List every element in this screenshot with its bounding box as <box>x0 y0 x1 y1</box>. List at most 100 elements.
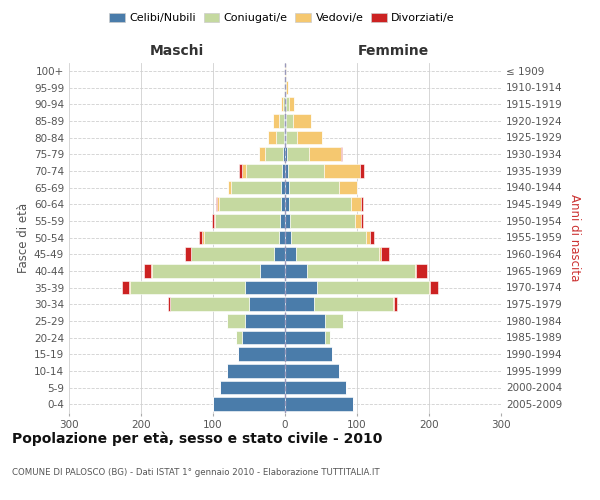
Bar <box>242 164 246 177</box>
Bar <box>286 98 289 111</box>
Bar <box>282 164 285 177</box>
Bar <box>285 198 289 211</box>
Bar <box>285 114 286 128</box>
Bar <box>217 198 220 211</box>
Bar <box>199 230 202 244</box>
Bar <box>286 114 293 128</box>
Bar <box>203 230 279 244</box>
Bar <box>341 148 342 161</box>
Bar <box>317 280 429 294</box>
Bar <box>265 148 283 161</box>
Bar <box>285 298 314 311</box>
Bar <box>314 298 393 311</box>
Bar <box>288 164 324 177</box>
Bar <box>151 264 152 278</box>
Bar <box>429 280 430 294</box>
Bar <box>228 180 231 194</box>
Bar <box>202 230 203 244</box>
Bar <box>284 114 285 128</box>
Y-axis label: Anni di nascita: Anni di nascita <box>568 194 581 281</box>
Bar <box>242 330 285 344</box>
Bar <box>290 214 355 228</box>
Bar <box>393 298 394 311</box>
Bar <box>309 148 341 161</box>
Bar <box>122 280 130 294</box>
Bar <box>283 148 285 161</box>
Bar <box>415 264 416 278</box>
Bar <box>170 298 249 311</box>
Bar <box>213 398 285 411</box>
Bar <box>289 98 295 111</box>
Bar <box>238 348 285 361</box>
Bar <box>285 98 286 111</box>
Bar <box>278 114 284 128</box>
Bar <box>285 330 325 344</box>
Bar <box>285 130 286 144</box>
Bar <box>360 164 364 177</box>
Bar <box>285 380 346 394</box>
Bar <box>220 380 285 394</box>
Bar <box>169 298 170 311</box>
Bar <box>350 198 361 211</box>
Bar <box>152 264 260 278</box>
Bar <box>144 264 151 278</box>
Bar <box>285 230 291 244</box>
Bar <box>281 98 283 111</box>
Bar <box>339 180 357 194</box>
Bar <box>287 148 309 161</box>
Bar <box>430 280 437 294</box>
Bar <box>291 230 367 244</box>
Bar <box>283 98 285 111</box>
Bar <box>379 248 382 261</box>
Bar <box>307 264 415 278</box>
Bar <box>185 248 191 261</box>
Bar <box>285 364 339 378</box>
Text: Popolazione per età, sesso e stato civile - 2010: Popolazione per età, sesso e stato civil… <box>12 431 382 446</box>
Bar <box>249 298 285 311</box>
Bar <box>245 280 285 294</box>
Bar <box>324 164 360 177</box>
Bar <box>215 214 280 228</box>
Bar <box>274 248 285 261</box>
Bar <box>285 280 317 294</box>
Bar <box>325 330 331 344</box>
Bar <box>281 198 285 211</box>
Text: Maschi: Maschi <box>150 44 204 58</box>
Bar <box>227 314 245 328</box>
Bar <box>260 264 285 278</box>
Bar <box>285 148 287 161</box>
Bar <box>216 198 217 211</box>
Bar <box>191 248 274 261</box>
Bar <box>130 280 245 294</box>
Bar <box>239 164 242 177</box>
Bar <box>285 214 290 228</box>
Bar <box>286 80 288 94</box>
Bar <box>245 314 285 328</box>
Bar <box>220 198 281 211</box>
Text: Femmine: Femmine <box>358 44 428 58</box>
Bar <box>355 214 361 228</box>
Bar <box>236 330 242 344</box>
Bar <box>227 364 285 378</box>
Bar <box>394 298 397 311</box>
Bar <box>367 230 370 244</box>
Text: COMUNE DI PALOSCO (BG) - Dati ISTAT 1° gennaio 2010 - Elaborazione TUTTITALIA.IT: COMUNE DI PALOSCO (BG) - Dati ISTAT 1° g… <box>12 468 380 477</box>
Bar <box>268 130 275 144</box>
Y-axis label: Fasce di età: Fasce di età <box>17 202 30 272</box>
Bar <box>285 64 286 78</box>
Bar <box>212 214 214 228</box>
Bar <box>416 264 427 278</box>
Bar <box>286 130 296 144</box>
Bar <box>293 114 311 128</box>
Bar <box>285 264 307 278</box>
Bar <box>214 214 215 228</box>
Bar <box>285 348 332 361</box>
Bar <box>361 198 364 211</box>
Bar <box>285 398 353 411</box>
Bar <box>325 314 343 328</box>
Bar <box>284 80 285 94</box>
Bar <box>274 114 278 128</box>
Bar <box>285 314 325 328</box>
Bar <box>296 248 379 261</box>
Bar <box>231 180 281 194</box>
